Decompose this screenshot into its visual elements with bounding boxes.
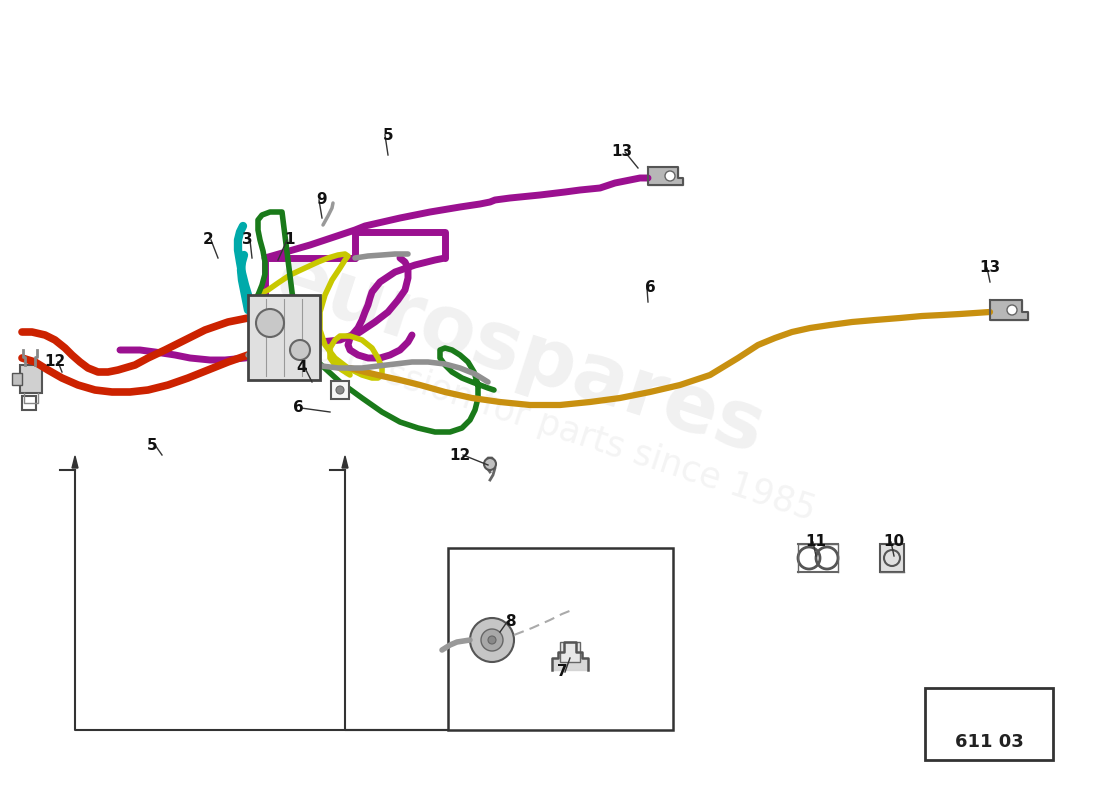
Text: 611 03: 611 03 (955, 733, 1023, 751)
Text: 8: 8 (505, 614, 515, 630)
Circle shape (481, 629, 503, 651)
Polygon shape (552, 642, 589, 670)
Bar (448, 548, 673, 730)
Circle shape (1006, 305, 1018, 315)
Polygon shape (937, 720, 993, 738)
Text: 13: 13 (612, 145, 632, 159)
Bar (20, 365, 42, 393)
Text: 3: 3 (242, 233, 252, 247)
Text: 7: 7 (557, 665, 568, 679)
Text: 4: 4 (297, 361, 307, 375)
Circle shape (470, 618, 514, 662)
Text: 5: 5 (383, 127, 394, 142)
Circle shape (290, 340, 310, 360)
Text: 6: 6 (293, 401, 304, 415)
Text: 10: 10 (883, 534, 904, 550)
Bar (331, 381, 349, 399)
Text: 5: 5 (146, 438, 157, 453)
Polygon shape (342, 456, 348, 468)
Polygon shape (990, 300, 1028, 320)
Text: 12: 12 (44, 354, 66, 370)
Text: 1: 1 (285, 233, 295, 247)
Bar (12, 373, 22, 385)
Circle shape (336, 386, 344, 394)
Text: eurospares: eurospares (266, 239, 774, 471)
Bar (22, 396, 36, 410)
Polygon shape (72, 456, 78, 468)
Text: 13: 13 (979, 261, 1001, 275)
Bar (248, 295, 320, 380)
Text: 9: 9 (317, 193, 328, 207)
Bar (925, 688, 1053, 760)
Text: 2: 2 (202, 233, 213, 247)
Text: 12: 12 (450, 447, 471, 462)
Circle shape (256, 309, 284, 337)
Text: a passion for parts since 1985: a passion for parts since 1985 (310, 333, 820, 527)
Circle shape (488, 636, 496, 644)
Bar (560, 642, 580, 662)
Text: 11: 11 (805, 534, 826, 550)
Circle shape (666, 171, 675, 181)
Text: 6: 6 (645, 281, 656, 295)
Bar (880, 544, 904, 572)
Circle shape (484, 458, 496, 470)
Polygon shape (648, 167, 683, 185)
